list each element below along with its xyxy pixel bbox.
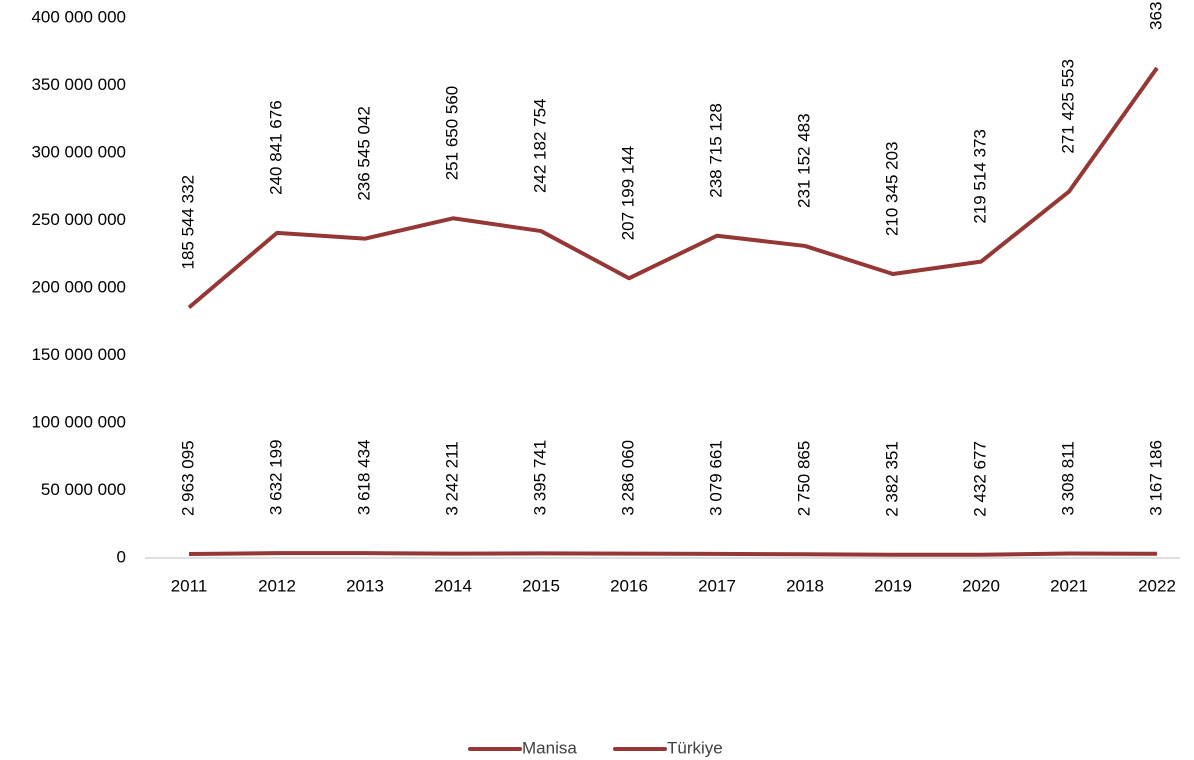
data-label: 219 514 373 [970, 129, 989, 224]
data-label: 231 152 483 [794, 113, 813, 208]
data-label: 363 [1146, 2, 1165, 30]
legend-label: Türkiye [667, 738, 723, 757]
data-label: 207 199 144 [618, 146, 637, 241]
series-line [187, 66, 1159, 310]
legend: Manisa Türkiye [468, 738, 723, 757]
data-label: 240 841 676 [266, 100, 285, 195]
data-label: 251 650 560 [442, 86, 461, 181]
y-tick-label: 350 000 000 [31, 75, 126, 94]
y-tick-label: 150 000 000 [31, 345, 126, 364]
x-tick-label: 2013 [346, 576, 384, 595]
y-tick-label: 250 000 000 [31, 210, 126, 229]
x-tick-label: 2019 [874, 576, 912, 595]
data-label: 3 079 661 [706, 440, 725, 516]
x-tick-label: 2015 [522, 576, 560, 595]
y-tick-label: 100 000 000 [31, 412, 126, 431]
legend-label: Manisa [522, 738, 577, 757]
data-label: 2 382 351 [882, 441, 901, 517]
data-label: 3 242 211 [442, 441, 461, 515]
x-tick-label: 2011 [171, 576, 208, 595]
data-label: 242 182 754 [530, 99, 549, 194]
data-label: 238 715 128 [706, 103, 725, 198]
data-label: 210 345 203 [882, 141, 901, 236]
y-tick-label: 400 000 000 [31, 7, 126, 26]
data-label: 2 432 677 [970, 441, 989, 517]
y-tick-label: 200 000 000 [31, 277, 126, 296]
y-tick-label: 50 000 000 [41, 480, 126, 499]
x-tick-label: 2017 [698, 576, 736, 595]
x-tick-label: 2020 [962, 576, 1000, 595]
x-tick-label: 2012 [258, 576, 296, 595]
data-label: 2 750 865 [794, 441, 813, 517]
data-label: 185 544 332 [178, 175, 197, 270]
y-tick-label: 300 000 000 [31, 142, 126, 161]
x-tick-label: 2022 [1138, 576, 1176, 595]
series-line [188, 551, 1158, 557]
x-tick-label: 2021 [1050, 576, 1088, 595]
data-label: 271 425 553 [1058, 59, 1077, 154]
y-tick-label: 0 [117, 547, 126, 566]
data-label: 3 167 186 [1146, 440, 1165, 516]
data-label: 3 308 811 [1058, 441, 1077, 515]
data-label: 3 632 199 [266, 439, 285, 515]
data-label: 3 618 434 [354, 439, 373, 515]
data-label: 236 545 042 [354, 106, 373, 201]
x-tick-label: 2016 [610, 576, 648, 595]
data-label: 3 395 741 [530, 440, 549, 516]
x-tick-label: 2018 [786, 576, 824, 595]
data-label: 2 963 095 [178, 440, 197, 516]
x-tick-label: 2014 [434, 576, 472, 595]
data-label: 3 286 060 [618, 440, 637, 516]
